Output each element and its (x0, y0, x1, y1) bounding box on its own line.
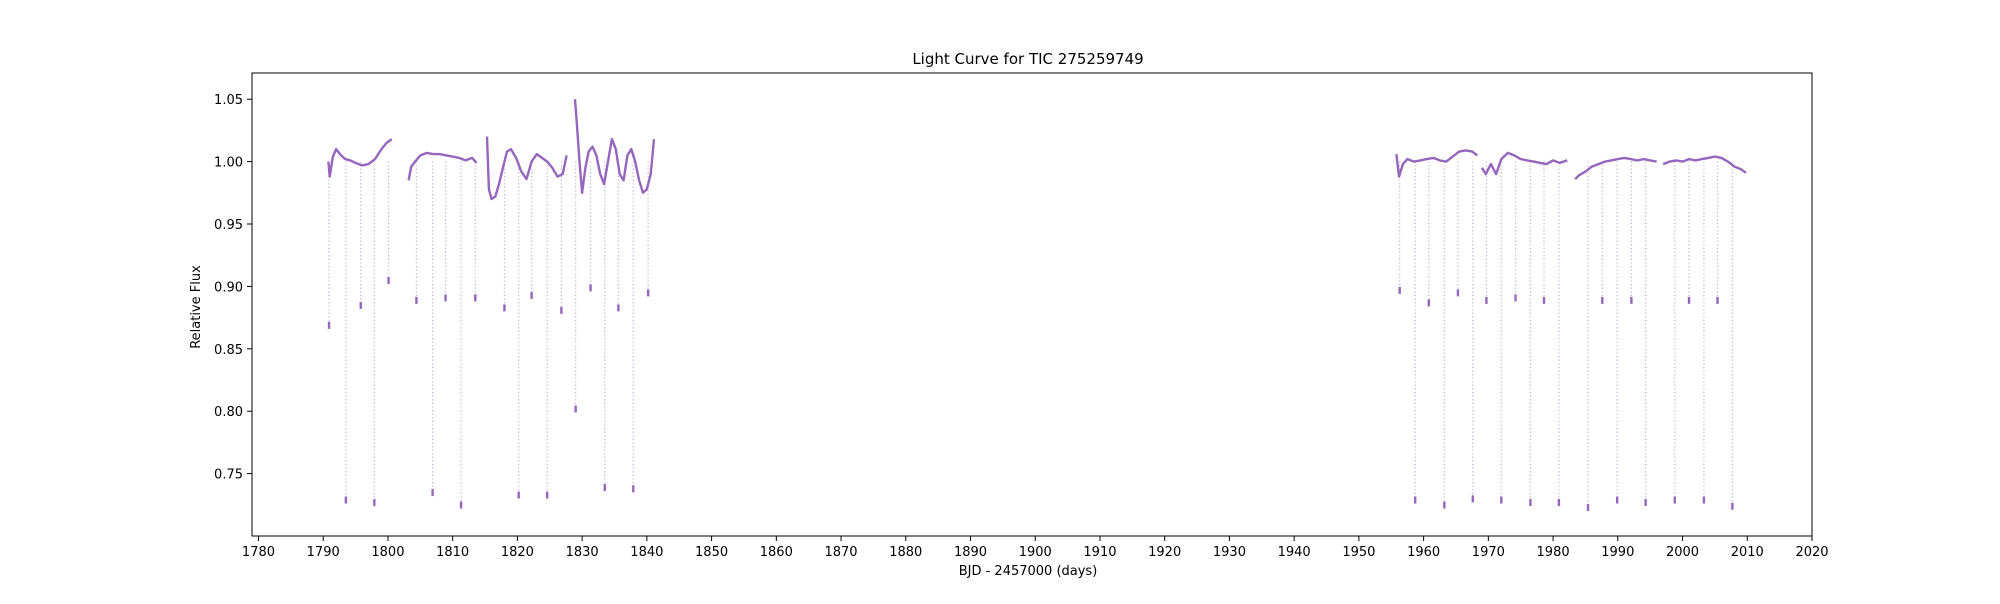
x-tick-label: 1890 (954, 545, 987, 560)
y-tick-label: 1.05 (214, 93, 243, 108)
x-tick-label: 1980 (1537, 545, 1570, 560)
flux-segment (485, 136, 568, 201)
y-tick-label: 1.00 (214, 156, 243, 171)
x-tick-label: 1910 (1083, 545, 1116, 560)
flux-segment (327, 138, 393, 178)
plot-frame (251, 72, 1813, 537)
x-tick-label: 1990 (1601, 545, 1634, 560)
x-tick-label: 1800 (371, 545, 404, 560)
x-tick-label: 1860 (760, 545, 793, 560)
x-tick-label: 2000 (1666, 545, 1699, 560)
y-tick-label: 0.90 (214, 280, 243, 295)
x-tick-label: 1790 (307, 545, 340, 560)
x-tick-label: 1780 (242, 545, 275, 560)
flux-segment (1662, 155, 1747, 174)
plot-area (327, 99, 1747, 512)
y-axis-label: Relative Flux (189, 265, 204, 349)
flux-segment (407, 151, 478, 181)
x-tick-label: 1880 (889, 545, 922, 560)
x-tick-label: 1970 (1472, 545, 1505, 560)
flux-segment (1480, 151, 1568, 176)
x-tick-label: 1830 (566, 545, 599, 560)
x-tick-label: 1930 (1213, 545, 1246, 560)
data-series (327, 99, 1747, 512)
x-tick-label: 1820 (501, 545, 534, 560)
x-tick-label: 1810 (436, 545, 469, 560)
x-tick-label: 2010 (1731, 545, 1764, 560)
x-tick-label: 1840 (630, 545, 663, 560)
flux-segment (1395, 149, 1479, 178)
flux-segment (1574, 156, 1657, 180)
flux-segment (573, 99, 656, 195)
x-tick-label: 1870 (824, 545, 857, 560)
chart-title: Light Curve for TIC 275259749 (912, 50, 1143, 68)
x-tick-label: 1920 (1148, 545, 1181, 560)
y-tick-label: 0.85 (214, 343, 243, 358)
x-tick-label: 1900 (1019, 545, 1052, 560)
y-tick-label: 0.95 (214, 218, 243, 233)
x-axis-label: BJD - 2457000 (days) (959, 564, 1098, 579)
x-tick-label: 2020 (1795, 545, 1828, 560)
y-tick-label: 0.80 (214, 405, 243, 420)
x-tick-label: 1960 (1407, 545, 1440, 560)
x-tick-label: 1850 (695, 545, 728, 560)
x-tick-label: 1950 (1342, 545, 1375, 560)
axis-ticks: 1780 1790 1800 1810 1820 1830 1840 1850 1860 1870… (214, 93, 1829, 560)
x-tick-label: 1940 (1278, 545, 1311, 560)
y-tick-label: 0.75 (214, 468, 243, 483)
